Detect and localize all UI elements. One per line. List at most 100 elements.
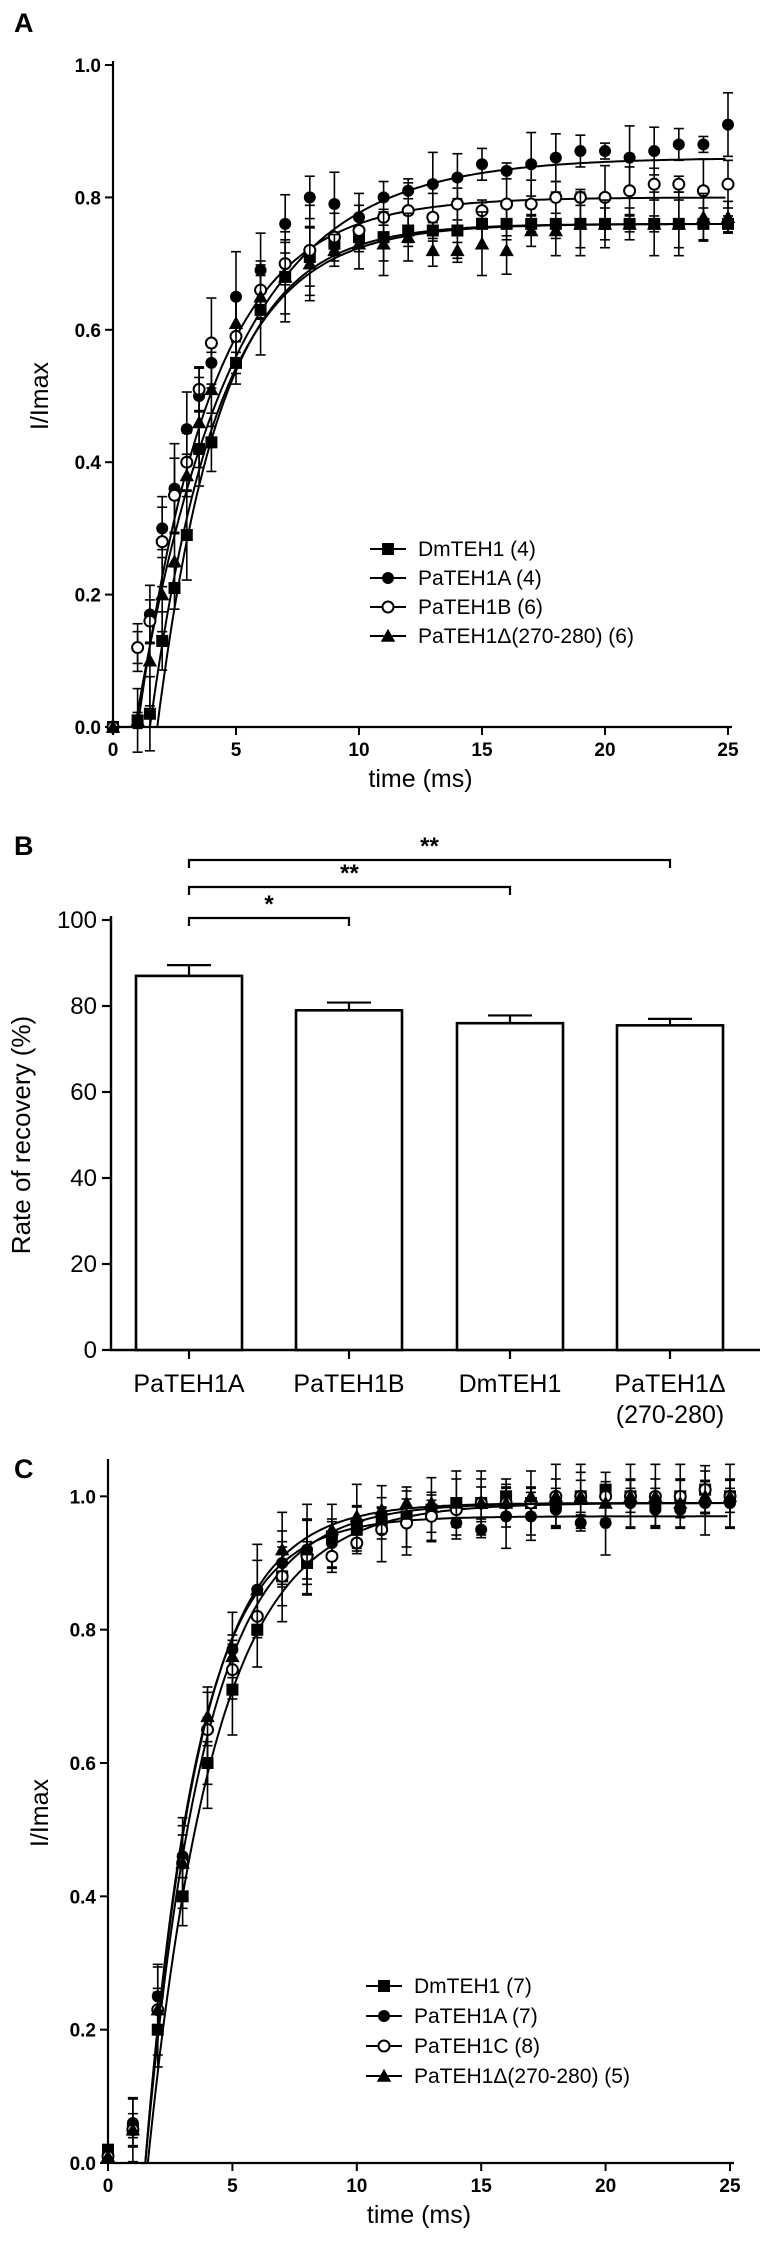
x-tick-label: 15 <box>471 740 493 761</box>
legend-label: PaTEH1Δ(270-280) (5) <box>414 2065 630 2088</box>
y-tick-label: 40 <box>70 1165 97 1192</box>
data-point <box>696 210 710 223</box>
data-point <box>673 179 684 190</box>
data-point <box>192 415 206 428</box>
legend-marker <box>383 602 394 613</box>
legend-marker <box>378 2010 390 2022</box>
y-tick-label: 80 <box>70 993 97 1020</box>
data-point <box>279 218 291 230</box>
y-axis-title: Rate of recovery (%) <box>6 1016 36 1254</box>
legend-marker <box>382 543 394 555</box>
panel-label-b: B <box>14 831 34 861</box>
y-tick-label: 0.8 <box>75 188 101 209</box>
significance-bracket <box>189 860 670 868</box>
data-point <box>204 382 218 395</box>
data-point <box>624 152 636 164</box>
data-point <box>574 145 586 157</box>
y-tick-label: 0.4 <box>75 453 102 474</box>
fit-curve <box>108 1503 728 2163</box>
x-axis-title: time (ms) <box>368 765 472 793</box>
panel-label-c: C <box>14 1454 34 1484</box>
legend: DmTEH1 (4) PaTEH1A (4) PaTEH1B (6) PaTEH1Δ(… <box>370 538 634 648</box>
legend-marker <box>378 1980 390 1992</box>
y-tick-label: 60 <box>70 1079 97 1106</box>
fit-curve <box>108 1503 728 2163</box>
data-point <box>624 185 635 196</box>
data-point <box>673 138 685 150</box>
legend-label: PaTEH1A (4) <box>418 567 542 590</box>
y-axis-title: I/Imax <box>26 361 54 430</box>
y-tick-label: 0.6 <box>75 321 101 342</box>
data-point <box>426 243 440 256</box>
bar <box>136 976 242 1350</box>
data-point <box>326 1551 337 1562</box>
legend: DmTEH1 (7)PaTEH1A (7)PaTEH1C (8)PaTEH1Δ(… <box>366 1975 630 2088</box>
y-tick-label: 0 <box>84 1337 97 1364</box>
data-point <box>649 179 660 190</box>
data-point <box>328 198 340 210</box>
data-point <box>723 179 734 190</box>
bar <box>296 1010 402 1350</box>
data-point <box>476 158 488 170</box>
data-point <box>427 178 439 190</box>
y-tick-label: 0.2 <box>70 2021 96 2042</box>
panel-label-a: A <box>14 8 34 38</box>
data-point <box>524 1489 538 1502</box>
series-c-2 <box>103 1464 736 2163</box>
data-point <box>426 1511 437 1522</box>
significance-label: ** <box>420 833 439 860</box>
data-point <box>550 152 562 164</box>
data-point <box>229 316 243 329</box>
data-point <box>155 587 169 600</box>
data-point <box>399 1496 413 1509</box>
data-point <box>599 145 611 157</box>
x-tick-label: 25 <box>717 740 739 761</box>
series-a-0 <box>107 192 734 752</box>
panel-c: 0.0 0.2 0.4 0.6 0.8 1.0 0 5 10 15 20 25 time (ms) I/I… <box>26 1459 741 2229</box>
y-tick-label: 0.6 <box>70 1754 96 1775</box>
data-point <box>169 490 180 501</box>
x-tick-label: 20 <box>594 740 615 761</box>
data-point <box>451 172 463 184</box>
data-point <box>499 243 513 256</box>
y-tick-label: 0.0 <box>75 718 101 739</box>
data-point <box>550 192 561 203</box>
x-tick-label: 0 <box>108 740 119 761</box>
significance-bracket <box>189 918 349 926</box>
series-c-0 <box>102 1464 736 2163</box>
data-point <box>648 145 660 157</box>
data-point <box>157 536 168 547</box>
x-tick-label: 10 <box>346 2176 367 2197</box>
data-point <box>424 1496 438 1509</box>
x-tick-label: 15 <box>471 2176 493 2197</box>
y-tick-label: 0.4 <box>70 1887 97 1908</box>
series-c-3 <box>101 1464 737 2163</box>
data-point <box>525 158 537 170</box>
data-point <box>354 225 365 236</box>
y-tick-label: 0.8 <box>70 1621 96 1642</box>
figure: A B C 0.00.20.40.60.81.00 5 10 15 20 25time (… <box>0 0 777 2244</box>
panel-a: 0.0 0.2 0.4 0.6 0.8 1.0 0 5 10 15 20 25 time (ms) I/I… <box>26 56 739 793</box>
legend-label: DmTEH1 (4) <box>418 538 536 561</box>
y-tick-label: 0.0 <box>70 2154 96 2175</box>
data-point <box>697 138 709 150</box>
y-tick-label: 100 <box>57 907 97 934</box>
data-point <box>450 243 464 256</box>
panel-b: 0 20 40 60 80 100 Rate of recovery (%) PaTEH1A P… <box>6 833 760 1429</box>
data-point <box>275 1542 289 1555</box>
data-point <box>378 191 390 203</box>
significance-label: * <box>264 891 274 918</box>
series-a-3 <box>106 192 735 733</box>
data-point <box>143 654 157 667</box>
x-tick-label: PaTEH1B <box>293 1370 404 1398</box>
y-tick-label: 1.0 <box>70 1487 96 1508</box>
x-tick-label: 25 <box>719 2176 741 2197</box>
x-tick-label: PaTEH1A <box>133 1370 244 1398</box>
x-tick-label: 0 <box>103 2176 114 2197</box>
legend-label: PaTEH1Δ(270-280) (6) <box>418 625 634 648</box>
data-point <box>501 199 512 210</box>
y-tick-label: 20 <box>70 1251 97 1278</box>
data-point <box>427 212 438 223</box>
y-tick-label: 0.2 <box>75 586 101 607</box>
y-tick-label: 1.0 <box>75 56 101 77</box>
